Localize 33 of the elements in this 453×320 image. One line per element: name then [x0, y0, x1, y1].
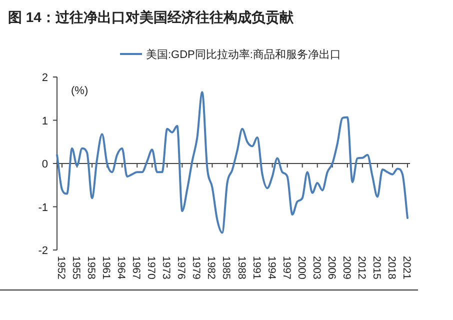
- x-tick-label: 1997: [280, 256, 292, 280]
- y-axis-title: (%): [71, 85, 88, 97]
- x-tick-label: 1979: [190, 256, 202, 280]
- x-tick-label: 1988: [235, 256, 248, 280]
- legend-label: 美国:GDP同比拉动率:商品和服务净出口: [146, 48, 341, 61]
- x-tick-label: 1985: [220, 256, 232, 280]
- x-tick-label: 1994: [265, 256, 278, 280]
- x-tick-label: 1952: [55, 256, 68, 280]
- y-tick-label: 1: [42, 115, 48, 128]
- x-tick-label: 1955: [70, 256, 82, 280]
- x-tick-label: 2006: [325, 256, 338, 280]
- x-tick-label: 1961: [100, 256, 112, 280]
- x-tick-label: 1970: [145, 256, 158, 280]
- x-tick-label: 2000: [295, 256, 308, 280]
- x-tick-label: 1976: [175, 256, 188, 280]
- y-tick-label: -2: [38, 245, 48, 257]
- legend: 美国:GDP同比拉动率:商品和服务净出口: [120, 49, 341, 61]
- x-tick-label: 1964: [115, 256, 128, 280]
- x-tick-label: 2009: [340, 256, 352, 280]
- x-tick-label: 1973: [160, 256, 172, 280]
- x-tick-label: 2003: [310, 256, 322, 280]
- x-tick-label: 1967: [130, 256, 142, 280]
- x-tick-label: 1982: [205, 256, 218, 280]
- x-tick-label: 1991: [250, 256, 262, 280]
- x-tick-label: 1958: [85, 256, 98, 280]
- x-tick-label: 2012: [355, 256, 368, 280]
- x-tick-label: 2021: [400, 256, 412, 280]
- chart-title: 图 14：过往净出口对美国经济往往构成负贡献: [8, 9, 294, 25]
- y-tick-label: -1: [38, 202, 48, 214]
- x-tick-label: 2015: [370, 256, 382, 280]
- y-tick-label: 0: [42, 158, 48, 170]
- x-tick-label: 2018: [385, 256, 398, 280]
- y-tick-label: 2: [42, 72, 48, 84]
